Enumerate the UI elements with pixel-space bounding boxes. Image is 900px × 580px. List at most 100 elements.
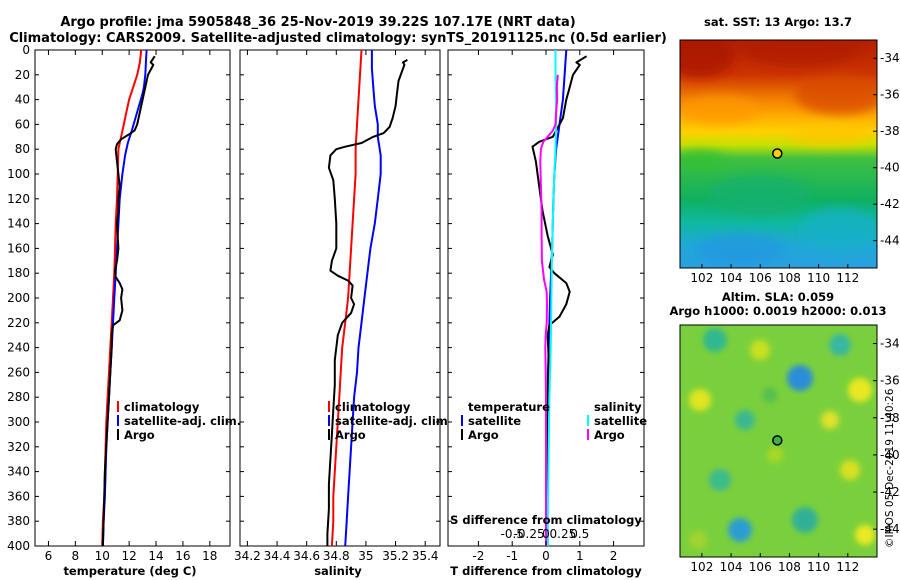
temperature-plot-frame	[34, 49, 231, 547]
x-tick-label: 34.6	[293, 549, 320, 563]
map-x-tick-label: 102	[690, 271, 713, 285]
x-tick-label: 2	[610, 549, 618, 563]
map-x-tick-label: 108	[778, 560, 801, 574]
salinity-difference-ticks: -0.5-0.250 0.250.5	[500, 527, 589, 541]
map-y-tick-label: -42	[880, 485, 900, 499]
depth-axis-labels: 0 20 40 60 80 100 120 140 160 180 200 220 240 260 280 3…	[7, 43, 30, 553]
series-line-climatology	[330, 49, 363, 547]
temperature-x-ticks: 6 8 10 12 14 16 18	[45, 50, 217, 563]
depth-tick-label: 320	[7, 440, 30, 454]
sst-map-frame	[679, 39, 878, 269]
x-tick-label: 14	[148, 549, 163, 563]
map-x-tick-label: 110	[807, 560, 830, 574]
salinity-difference-label: S difference from climatology	[450, 513, 642, 527]
legend-label-sal-argo: Argo	[594, 428, 625, 442]
depth-tick-label: 100	[7, 167, 30, 181]
sst-map-title: sat. SST: 13 Argo: 13.7	[704, 15, 852, 29]
difference-x-ticks: -2 -1 0 1 2	[472, 50, 617, 563]
map-y-tick-label: -40	[880, 448, 900, 462]
salinity-plot-frame	[239, 49, 441, 547]
legend-label-argo: Argo	[124, 428, 155, 442]
map-x-tick-label: 104	[720, 560, 743, 574]
x-tick-label: 35.2	[382, 549, 409, 563]
series-line-salinity-argo	[539, 74, 559, 546]
x-tick-label: -2	[472, 549, 484, 563]
depth-tick-label: 380	[7, 514, 30, 528]
temperature-difference-label: T difference from climatology	[450, 564, 642, 578]
salinity-difference-tick-label: 0	[542, 527, 550, 541]
depth-tick-label: 140	[7, 217, 30, 231]
legend-label-temp-argo: Argo	[468, 428, 499, 442]
x-tick-label: 34.2	[234, 549, 261, 563]
salinity-x-label: salinity	[314, 564, 362, 578]
map-y-tick-label: -36	[880, 374, 900, 388]
depth-tick-label: 80	[15, 142, 30, 156]
legend-title-salinity: salinity	[594, 400, 642, 414]
difference-legend: temperature satellite Argo salinity sate…	[461, 400, 647, 442]
x-tick-label: 16	[175, 549, 190, 563]
series-line-argo	[101, 55, 156, 547]
map-x-tick-label: 112	[836, 271, 859, 285]
map-x-tick-label: 106	[749, 560, 772, 574]
legend-label-argo: Argo	[335, 428, 366, 442]
map-y-tick-label: -42	[880, 197, 900, 211]
figure-title-line1: Argo profile: jma 5905848_36 25-Nov-2019…	[60, 15, 575, 30]
legend-label-temp-satellite: satellite	[468, 414, 521, 428]
sla-map-subtitle: Argo h1000: 0.0019 h2000: 0.013	[669, 304, 886, 318]
depth-tick-label: 40	[15, 93, 30, 107]
x-tick-label: 12	[121, 549, 136, 563]
legend-title-temperature: temperature	[468, 400, 550, 414]
salinity-difference-tick-label: 0.25	[550, 527, 577, 541]
map-x-tick-label: 102	[690, 560, 713, 574]
salinity-series	[240, 49, 440, 547]
temperature-series	[35, 49, 230, 547]
series-line-argo	[326, 59, 408, 546]
legend-label-climatology: climatology	[335, 400, 411, 414]
legend-label-climatology: climatology	[124, 400, 200, 414]
sla-map-title: Altim. SLA: 0.059	[722, 290, 834, 304]
depth-tick-label: 300	[7, 415, 30, 429]
temperature-panel: 0 20 40 60 80 100 120 140 160 180 200 220 240 260 280 3…	[7, 43, 241, 578]
x-tick-label: 0	[542, 549, 550, 563]
depth-tick-label: 200	[7, 291, 30, 305]
salinity-x-ticks: 34.2 34.4 34.6 34.8 35 35.2 35.4	[234, 50, 439, 563]
salinity-difference-tick-label: -0.5	[500, 527, 523, 541]
depth-tick-label: 120	[7, 192, 30, 206]
map-y-tick-label: -38	[880, 124, 900, 138]
salinity-difference-tick-label: 0.5	[570, 527, 589, 541]
depth-tick-label: 280	[7, 390, 30, 404]
map-x-tick-label: 112	[836, 560, 859, 574]
depth-tick-label: 260	[7, 365, 30, 379]
depth-tick-label: 160	[7, 241, 30, 255]
map-y-tick-label: -40	[880, 161, 900, 175]
depth-tick-label: 340	[7, 465, 30, 479]
legend-label-satellite-adj: satellite-adj. clim.	[124, 414, 241, 428]
map-x-tick-label: 104	[720, 271, 743, 285]
series-line-satellite-adj-clim-	[344, 50, 382, 547]
x-tick-label: 1	[576, 549, 584, 563]
x-tick-label: 35.4	[412, 549, 439, 563]
series-line-salinity-satellite	[546, 50, 558, 546]
sst-argo-location-marker	[772, 148, 783, 159]
difference-panel: -2 -1 0 1 2 S difference from climatology -0…	[447, 49, 647, 578]
x-tick-label: 34.8	[323, 549, 350, 563]
x-tick-label: 6	[45, 549, 53, 563]
x-tick-label: 10	[95, 549, 110, 563]
x-tick-label: 18	[202, 549, 217, 563]
map-y-tick-label: -38	[880, 411, 900, 425]
temperature-legend: climatology satellite-adj. clim. Argo	[117, 400, 241, 442]
salinity-difference-tick-label: -0.25	[514, 527, 545, 541]
sla-argo-location-marker	[772, 435, 783, 446]
sla-map-axes: 102 104 106 108 110 112 -34 -36 -38 -40 -42 -44	[690, 337, 899, 574]
difference-series	[448, 49, 644, 547]
sla-map: Altim. SLA: 0.059 Argo h1000: 0.0019 h20…	[669, 290, 899, 574]
depth-tick-label: 240	[7, 341, 30, 355]
depth-tick-label: 0	[22, 43, 30, 57]
imos-timestamp: ©IMOS 05-Dec-2019 11:40:26	[884, 388, 896, 548]
map-y-tick-label: -34	[880, 51, 900, 65]
map-y-tick-label: -44	[880, 234, 900, 248]
x-tick-label: 8	[72, 549, 80, 563]
map-x-tick-label: 106	[749, 271, 772, 285]
depth-tick-label: 360	[7, 489, 30, 503]
depth-tick-label: 400	[7, 539, 30, 553]
